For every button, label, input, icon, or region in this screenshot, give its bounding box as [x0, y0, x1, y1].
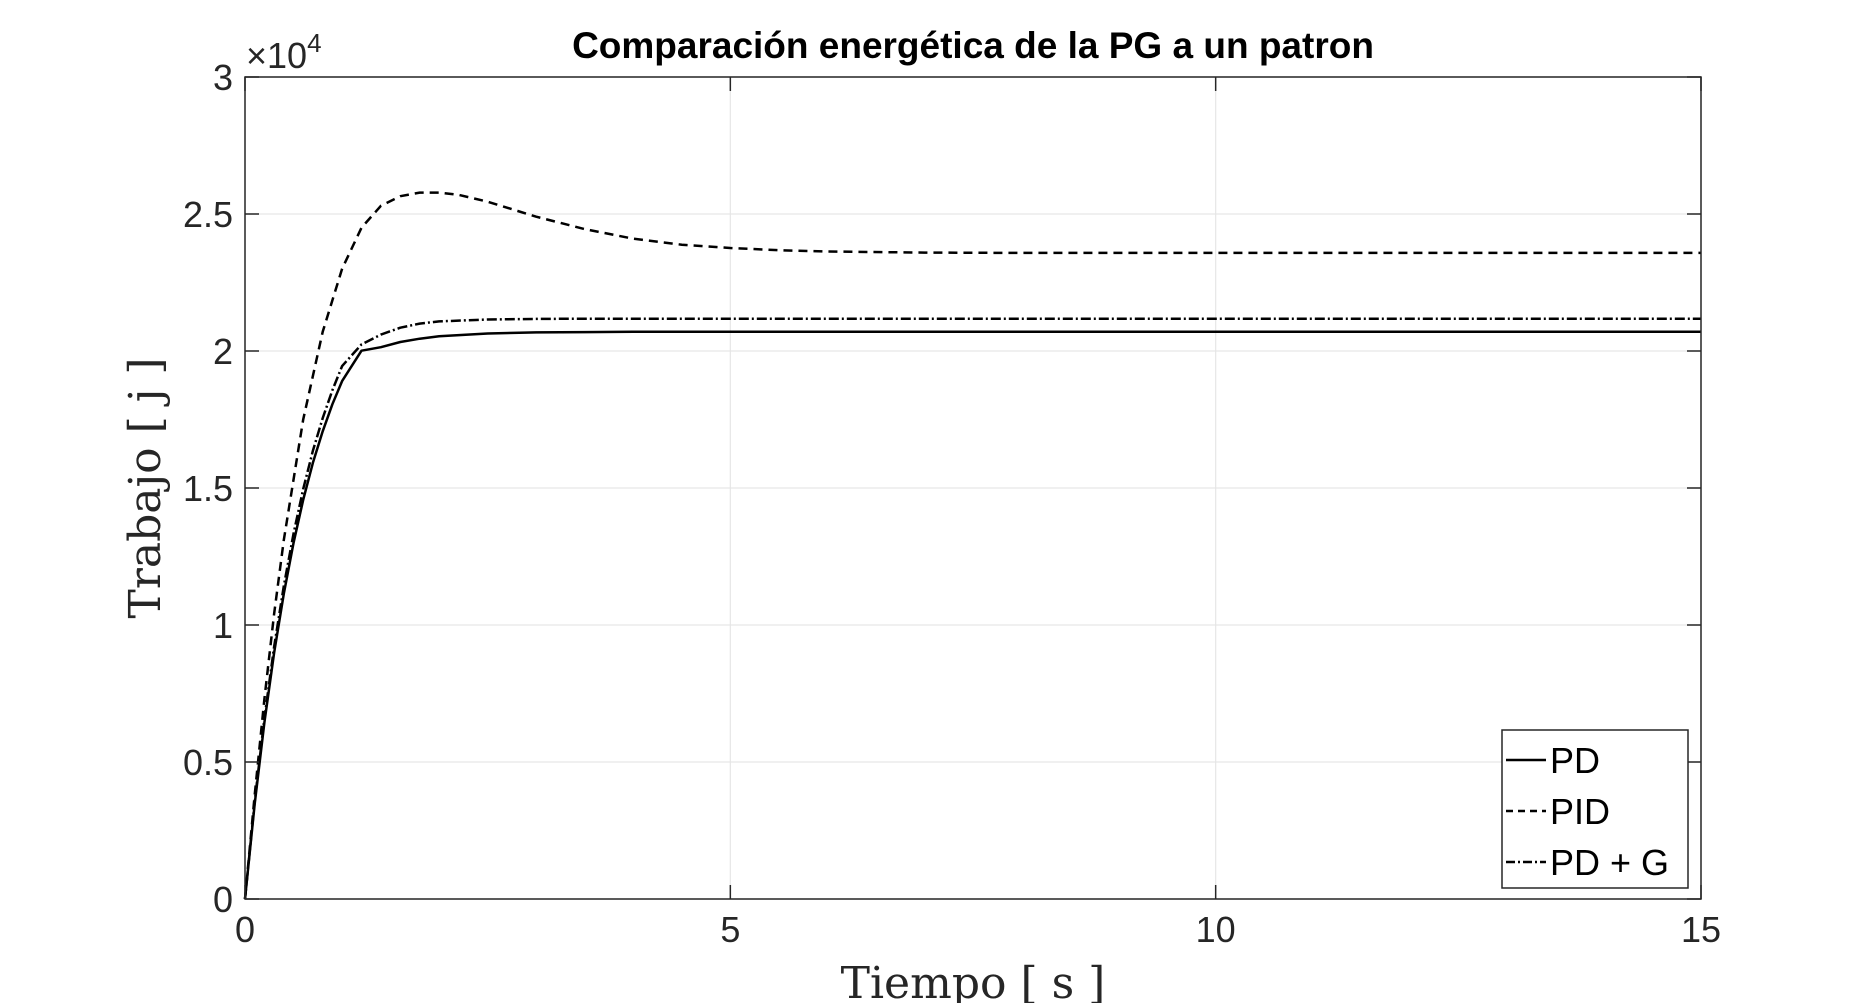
- chart-title: Comparación energética de la PG a un pat…: [572, 25, 1374, 66]
- y-scale-times: ×10: [246, 35, 307, 76]
- series-line-pid: [243, 191, 1701, 900]
- legend-box: [1501, 729, 1689, 889]
- y-tick-label: 0.5: [183, 742, 233, 783]
- x-tick-label: 15: [1681, 909, 1721, 950]
- tick-labels: 0 5 10 15 0 0.5 1 1.5 2 2.5 3: [183, 57, 1721, 950]
- series-layer: [243, 191, 1701, 900]
- axes-box: [244, 76, 1702, 900]
- legend-label-pd: PD: [1550, 740, 1600, 781]
- y-tick-label: 3: [213, 57, 233, 98]
- series-line-pd: [243, 330, 1701, 900]
- x-tick-label: 5: [720, 909, 740, 950]
- legend-label-pid: PID: [1550, 791, 1610, 832]
- x-tick-label: 10: [1196, 909, 1236, 950]
- y-tick-label: 1.5: [183, 468, 233, 509]
- series-line-pd-g: [243, 317, 1701, 900]
- y-tick-label: 1: [213, 605, 233, 646]
- legend-label-pd-g: PD + G: [1550, 842, 1669, 883]
- y-scale-exponent: 4: [307, 28, 321, 58]
- y-tick-label: 2: [213, 331, 233, 372]
- y-tick-label: 2.5: [183, 194, 233, 235]
- x-axis-label: Tiempo [ s ]: [841, 958, 1106, 1003]
- y-scale-multiplier: ×104: [246, 28, 322, 76]
- legend: PD PID PD + G: [1501, 729, 1689, 889]
- x-tick-label: 0: [235, 909, 255, 950]
- y-tick-label: 0: [213, 879, 233, 920]
- y-axis-label: Trabajo [ j ]: [120, 357, 171, 618]
